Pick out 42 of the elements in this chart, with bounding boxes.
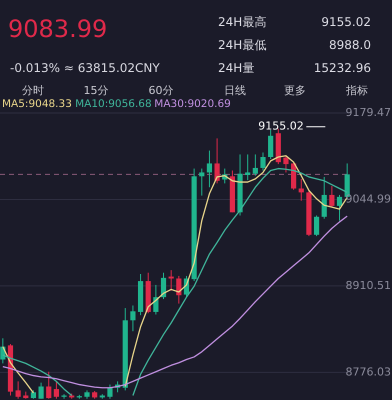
candlestick xyxy=(322,176,327,220)
candlestick xyxy=(130,305,136,332)
candlestick xyxy=(329,185,334,208)
candlestick xyxy=(314,215,320,237)
text: MA5:9048.33 xyxy=(2,98,72,110)
text: MA30:9020.69 xyxy=(154,98,231,110)
candlestick xyxy=(252,154,258,176)
candlestick xyxy=(199,168,204,196)
candlestick xyxy=(260,152,266,172)
text: MA10:9056.68 xyxy=(75,98,152,110)
text: 24H最低 xyxy=(218,38,266,52)
y-tick-label: 8776.03 xyxy=(346,365,391,378)
candlestick xyxy=(176,275,182,304)
y-tick-label: 9044.99 xyxy=(346,192,391,206)
candlestick xyxy=(46,371,52,400)
text: 60分 xyxy=(148,84,174,97)
candlestick xyxy=(54,380,59,400)
text: 8988.0 xyxy=(329,38,371,52)
chart-subtitle: -0.013% ≈ 63815.02CNY xyxy=(10,61,160,75)
candlestick xyxy=(298,178,304,202)
candlestick xyxy=(168,270,174,292)
annotation: 9155.02 xyxy=(258,120,304,133)
y-tick-label: 9179.47 xyxy=(346,106,391,120)
text: 更多 xyxy=(284,84,306,97)
candlestick xyxy=(206,150,212,188)
text: 指标 xyxy=(345,84,368,97)
text: 分时 xyxy=(22,84,44,97)
candlestick xyxy=(38,382,44,400)
candlestick xyxy=(16,380,21,400)
text: 15232.96 xyxy=(314,61,371,75)
text: 日线 xyxy=(224,84,246,97)
candlestick xyxy=(268,130,274,160)
y-tick-label: 8910.51 xyxy=(346,278,391,292)
candlestick xyxy=(336,194,342,222)
candlestick xyxy=(107,384,113,400)
candlestick xyxy=(245,154,250,181)
text: 15分 xyxy=(84,84,108,97)
chart-title: 9083.99 xyxy=(8,15,108,43)
text: 24H量 xyxy=(218,61,254,75)
text: 24H最高 xyxy=(218,15,266,29)
candlestick xyxy=(283,155,289,173)
text: 9155.02 xyxy=(321,15,371,29)
